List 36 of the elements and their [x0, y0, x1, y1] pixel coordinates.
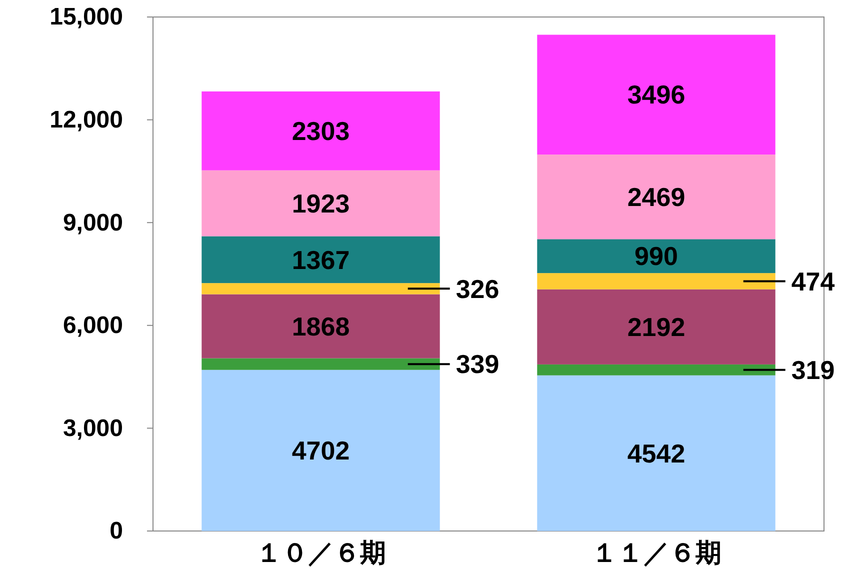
- bar: [202, 170, 440, 236]
- bar: [202, 91, 440, 170]
- y-tick-label: 0: [110, 518, 123, 545]
- bar: [537, 375, 776, 531]
- data-label: 1868: [292, 311, 350, 342]
- bar: [537, 289, 776, 364]
- data-label: 2303: [292, 116, 350, 146]
- data-label: 319: [791, 354, 835, 385]
- data-label: 2469: [627, 182, 686, 212]
- bar: [537, 154, 776, 240]
- bar: [202, 370, 440, 531]
- data-label: 474: [791, 266, 836, 296]
- bar: [202, 236, 440, 284]
- bar: [202, 283, 440, 294]
- data-label: 4702: [292, 436, 350, 466]
- y-tick-label: 15,000: [50, 4, 123, 31]
- data-label: 3496: [627, 80, 686, 110]
- bar: [537, 34, 776, 155]
- data-label: 4542: [627, 438, 686, 468]
- data-label: 326: [456, 274, 500, 304]
- bar: [537, 364, 776, 376]
- data-label: 990: [634, 241, 678, 272]
- data-label: 339: [456, 349, 500, 380]
- bar: [537, 239, 776, 274]
- bar: [537, 273, 776, 290]
- y-tick-label: 6,000: [62, 312, 123, 340]
- y-tick-label: 9,000: [62, 209, 123, 236]
- y-tick-label: 3,000: [62, 414, 123, 442]
- bar: [202, 294, 440, 358]
- y-tick-label: 12,000: [50, 106, 123, 134]
- x-tick-label: １０／６期: [256, 537, 386, 568]
- bar: [202, 358, 440, 370]
- x-tick-label: １１／６期: [591, 537, 722, 568]
- data-label: 2192: [627, 312, 686, 342]
- data-label: 1923: [292, 188, 350, 218]
- data-label: 1367: [292, 244, 350, 275]
